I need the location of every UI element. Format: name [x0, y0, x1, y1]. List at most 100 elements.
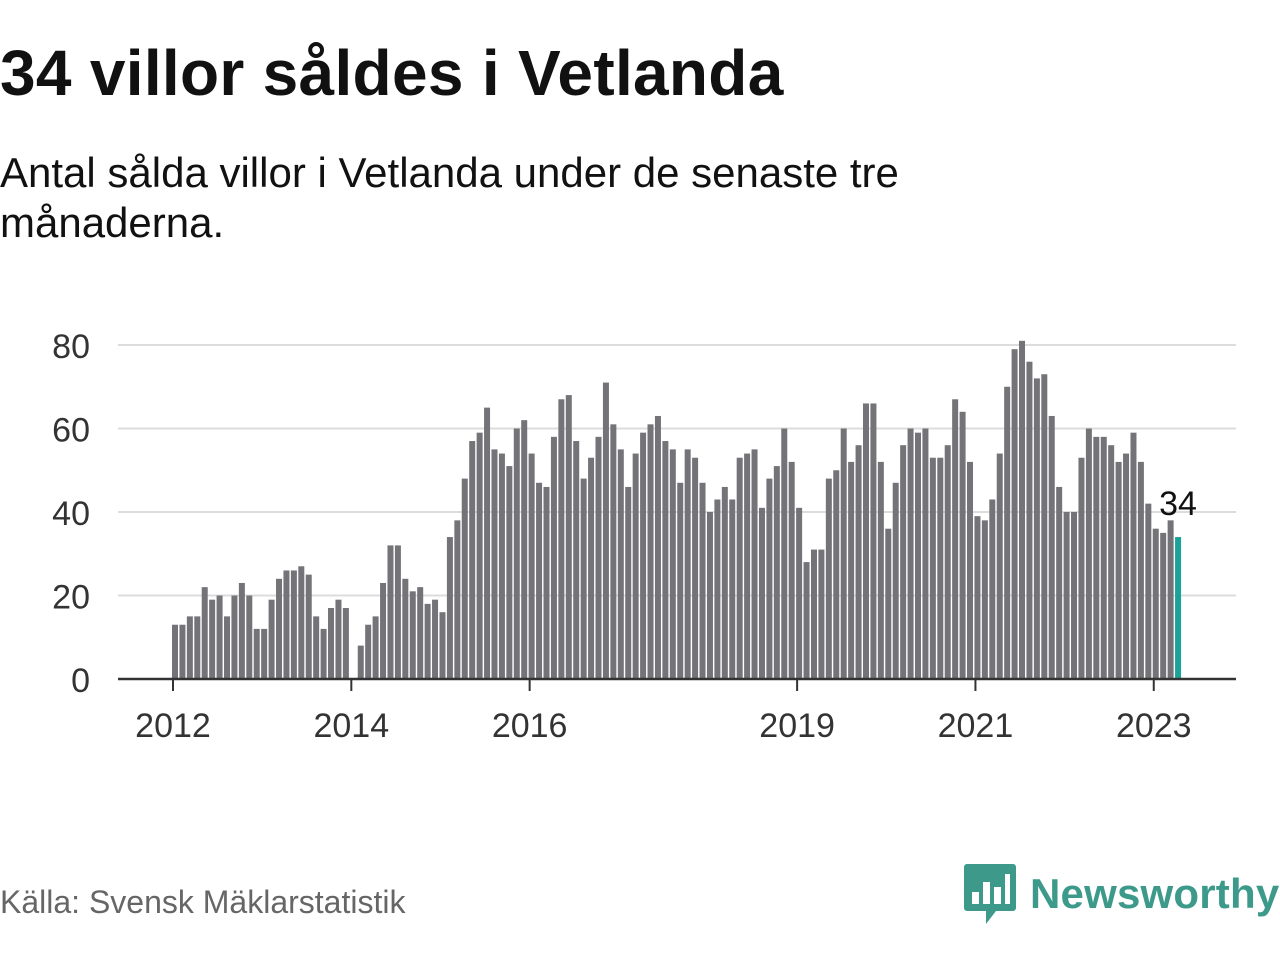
bar-chart: 0 20 40 60 80 34 2012 2014 2016 2019 2021 2023 — [52, 328, 1236, 745]
bar — [276, 578, 283, 679]
bar — [1071, 512, 1078, 679]
bar — [773, 466, 780, 679]
y-tick-label: 40 — [52, 495, 90, 533]
bar — [721, 486, 728, 679]
x-tick-label: 2023 — [1116, 707, 1192, 745]
bar — [654, 415, 661, 679]
bar — [394, 545, 401, 679]
bar — [736, 457, 743, 679]
bar — [974, 516, 981, 679]
bar — [186, 616, 193, 680]
bar — [290, 570, 297, 679]
bar — [1011, 349, 1018, 679]
bar — [706, 512, 713, 679]
bar — [989, 499, 996, 679]
bar — [1004, 386, 1011, 679]
x-tick-label: 2014 — [313, 707, 389, 745]
bar — [900, 445, 907, 679]
bar — [862, 403, 869, 679]
bar — [536, 482, 543, 679]
bar — [751, 449, 758, 680]
bar — [1019, 340, 1026, 679]
bar — [1078, 457, 1085, 679]
bar — [907, 428, 914, 679]
bar — [610, 424, 617, 679]
x-tick-label: 2016 — [492, 707, 568, 745]
bar — [915, 432, 921, 679]
bar — [305, 574, 312, 680]
bar — [253, 628, 260, 679]
bar — [365, 624, 372, 679]
bar — [454, 520, 461, 679]
x-tick-label: 2019 — [759, 707, 835, 745]
bar — [506, 466, 513, 679]
bar — [424, 603, 431, 679]
bar — [744, 453, 751, 679]
bar — [476, 432, 483, 679]
bar — [446, 537, 453, 679]
labels: 0 20 40 60 80 34 2012 2014 2016 2019 2021 2023 — [52, 328, 1197, 745]
bar — [246, 595, 253, 679]
bar — [238, 582, 245, 679]
bar — [402, 578, 409, 679]
bar — [929, 457, 936, 679]
bar — [172, 624, 178, 679]
bar — [1048, 415, 1055, 679]
bar — [959, 411, 966, 679]
bar — [484, 407, 491, 680]
bar — [573, 441, 580, 679]
bar — [588, 457, 595, 679]
bar — [521, 420, 528, 679]
bar — [833, 470, 840, 679]
bar — [387, 545, 394, 679]
bar — [1063, 512, 1070, 679]
bar — [558, 399, 565, 679]
bar — [342, 608, 349, 679]
bar — [766, 478, 773, 679]
bar — [952, 399, 959, 679]
bar — [565, 395, 572, 679]
bar — [224, 616, 231, 680]
highlight-value-label: 34 — [1159, 485, 1197, 523]
bar — [840, 428, 847, 679]
x-tick-label: 2021 — [938, 707, 1014, 745]
bar — [528, 453, 535, 679]
bar — [996, 453, 1003, 679]
axes — [118, 677, 1236, 691]
bar — [179, 624, 186, 679]
bar — [602, 382, 609, 679]
bar — [298, 566, 305, 679]
bar — [662, 441, 669, 679]
bar — [892, 482, 899, 679]
bar — [417, 587, 424, 679]
bar — [580, 478, 587, 679]
newsworthy-logo-icon — [964, 864, 1016, 924]
x-tick-label: 2012 — [135, 707, 211, 745]
bar — [498, 453, 505, 679]
bar — [335, 599, 342, 679]
bar — [825, 478, 832, 679]
bar — [432, 599, 439, 679]
bar — [216, 595, 223, 679]
bar — [1041, 374, 1048, 679]
bar — [1056, 486, 1063, 679]
bar — [647, 424, 654, 679]
bar — [380, 582, 387, 679]
highlight-bar — [1175, 537, 1182, 679]
bar — [372, 616, 379, 680]
bar — [803, 562, 810, 679]
bar — [231, 595, 238, 679]
bar — [1100, 436, 1107, 679]
bar — [967, 461, 974, 679]
bar — [595, 436, 602, 679]
bar — [543, 486, 550, 679]
bar — [1123, 453, 1130, 679]
y-tick-label: 60 — [52, 412, 90, 450]
bar — [788, 461, 795, 679]
brand-logo: Newsworthy — [964, 864, 1279, 924]
bar — [870, 403, 877, 679]
source-note: Källa: Svensk Mäklarstatistik — [0, 884, 406, 920]
bar — [796, 507, 803, 679]
bar — [922, 428, 929, 679]
bar — [268, 599, 275, 679]
